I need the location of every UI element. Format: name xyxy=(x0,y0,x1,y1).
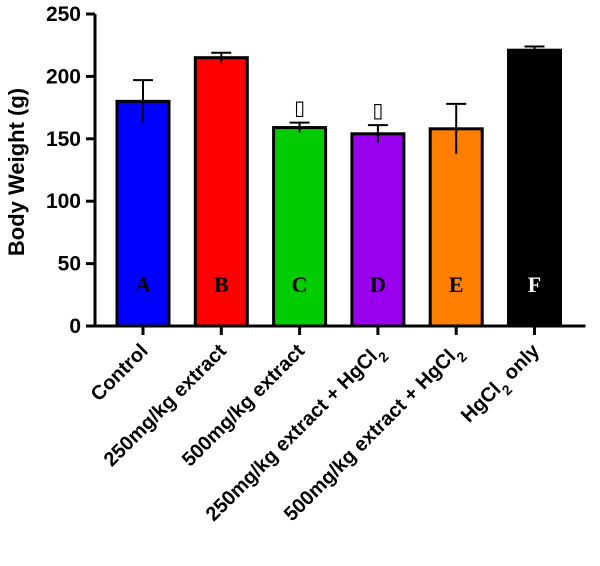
y-tick-label: 100 xyxy=(46,190,81,213)
y-tick-label: 0 xyxy=(69,315,81,338)
bar-letter-label: D xyxy=(370,272,386,297)
x-tick-label: HgCl2 only xyxy=(457,339,549,431)
y-axis-title: Body Weight (g) xyxy=(4,88,29,256)
bar xyxy=(350,132,406,328)
bar xyxy=(507,48,562,328)
bar-letter-label: F xyxy=(528,272,541,297)
bar-letter-label: E xyxy=(449,272,464,297)
y-tick-label: 50 xyxy=(58,253,81,276)
bar xyxy=(193,56,249,328)
bar xyxy=(115,99,171,328)
bar-letter-label: C xyxy=(292,272,308,297)
bar-letter-label: A xyxy=(135,272,151,297)
significance-mark: ▯ xyxy=(372,98,383,122)
y-tick-label: 250 xyxy=(46,3,81,26)
y-tick-label: 150 xyxy=(46,128,81,151)
bar-letter-label: B xyxy=(214,272,229,297)
significance-mark: ▯ xyxy=(294,96,305,120)
x-tick-label: 500mg/kg extract + HgCl2 xyxy=(280,340,470,530)
bar xyxy=(428,127,484,328)
x-tick-label: Control xyxy=(87,340,153,406)
y-tick-label: 200 xyxy=(46,65,81,88)
